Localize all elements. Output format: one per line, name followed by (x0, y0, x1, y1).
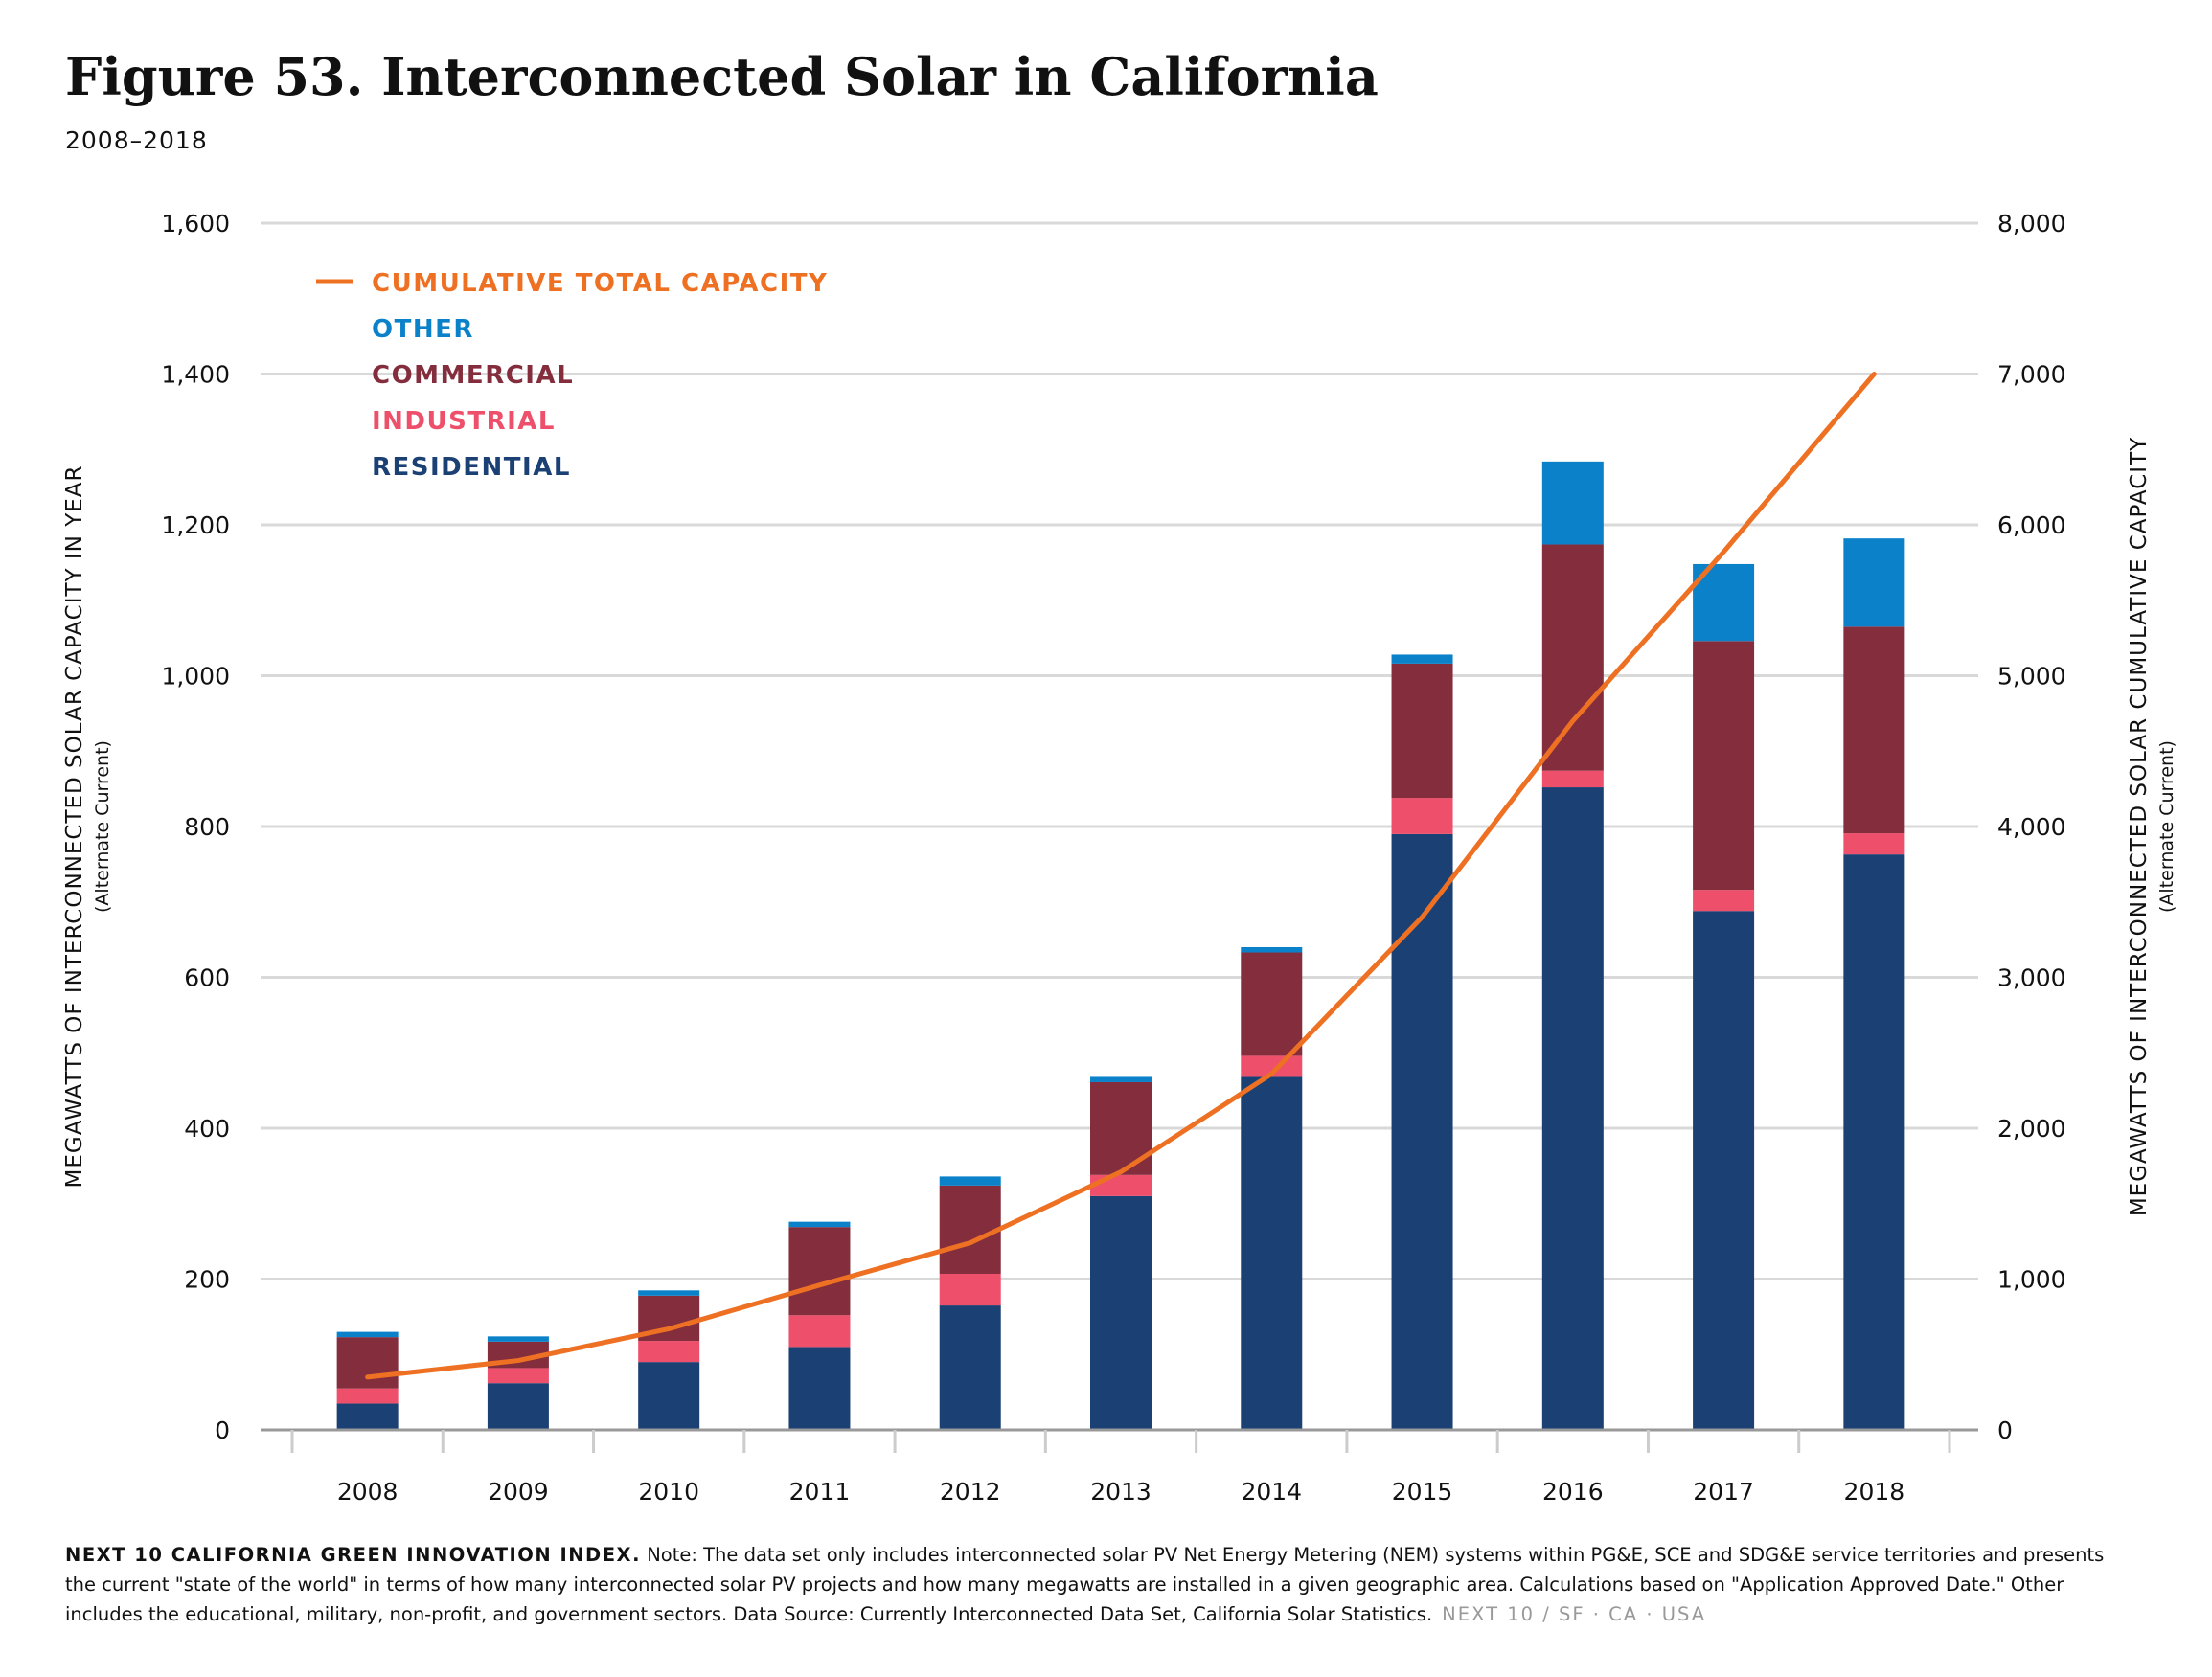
footer-note-text: Note: The data set only includes interco… (65, 1544, 2105, 1626)
bar-industrial-2009 (487, 1368, 549, 1384)
bar-other-2013 (1090, 1076, 1152, 1082)
bar-other-2015 (1391, 654, 1453, 664)
bar-commercial-2011 (788, 1227, 851, 1316)
y2-tick-label: 3,000 (1997, 964, 2066, 992)
x-tick-label: 2009 (488, 1478, 549, 1506)
y2-tick-label: 7,000 (1997, 361, 2066, 389)
y-tick-label: 400 (184, 1115, 230, 1143)
bar-other-2010 (638, 1290, 700, 1296)
y2-tick-label: 1,000 (1997, 1266, 2066, 1294)
x-tick-label: 2010 (638, 1478, 699, 1506)
bar-industrial-2011 (788, 1315, 851, 1348)
legend-item-residential: RESIDENTIAL (372, 453, 571, 482)
y-tick-label: 1,400 (161, 361, 230, 389)
y-tick-label: 1,200 (161, 511, 230, 539)
footer-brand: NEXT 10 / SF · CA · USA (1442, 1603, 1707, 1626)
y2-axis-title: MEGAWATTS OF INTERCONNECTED SOLAR CUMULA… (2127, 437, 2152, 1216)
bar-industrial-2017 (1693, 890, 1755, 912)
x-tick-label: 2015 (1392, 1478, 1453, 1506)
legend-item-cumulative-total-capacity: CUMULATIVE TOTAL CAPACITY (372, 269, 828, 298)
x-tick-label: 2011 (789, 1478, 851, 1506)
bar-industrial-2008 (336, 1388, 399, 1404)
bar-other-2011 (788, 1221, 851, 1228)
y2-tick-label: 2,000 (1997, 1115, 2066, 1143)
bar-other-2016 (1541, 461, 1604, 545)
x-tick-label: 2012 (940, 1478, 1001, 1506)
bar-commercial-2016 (1541, 544, 1604, 771)
bar-other-2008 (336, 1331, 399, 1338)
y2-tick-label: 8,000 (1997, 210, 2066, 238)
footer-note: NEXT 10 CALIFORNIA GREEN INNOVATION INDE… (65, 1540, 2106, 1630)
bar-residential-2008 (336, 1403, 399, 1430)
bar-residential-2018 (1843, 854, 1905, 1430)
chart-area: 0 0 200 1,000 400 2,000 600 3,000 800 4,000 1,000 5… (62, 210, 2178, 1506)
bar-residential-2016 (1541, 787, 1604, 1430)
y-tick-label: 0 (215, 1416, 230, 1444)
y-tick-label: 200 (184, 1266, 230, 1294)
bar-industrial-2010 (638, 1341, 700, 1363)
y2-axis-subtitle: (Alternate Current) (2156, 740, 2178, 913)
bar-commercial-2018 (1843, 626, 1905, 834)
bar-industrial-2016 (1541, 770, 1604, 788)
bar-residential-2014 (1241, 1076, 1303, 1430)
legend-item-industrial: INDUSTRIAL (372, 407, 556, 436)
y2-tick-label: 5,000 (1997, 663, 2066, 691)
bar-other-2012 (939, 1176, 1001, 1186)
x-tick-label: 2017 (1693, 1478, 1754, 1506)
y-axis-subtitle: (Alternate Current) (92, 740, 113, 913)
y2-tick-label: 4,000 (1997, 813, 2066, 841)
bar-commercial-2013 (1090, 1081, 1152, 1175)
bar-other-2009 (487, 1336, 549, 1342)
bar-commercial-2008 (336, 1337, 399, 1389)
bar-industrial-2013 (1090, 1174, 1152, 1196)
bar-residential-2011 (788, 1347, 851, 1430)
y2-tick-label: 6,000 (1997, 511, 2066, 539)
bar-residential-2017 (1693, 911, 1755, 1430)
bar-commercial-2012 (939, 1185, 1001, 1274)
bar-industrial-2015 (1391, 798, 1453, 834)
x-tick-label: 2014 (1241, 1478, 1302, 1506)
bar-commercial-2014 (1241, 952, 1303, 1056)
bar-industrial-2018 (1843, 833, 1905, 855)
x-tick-label: 2008 (337, 1478, 399, 1506)
legend-item-commercial: COMMERCIAL (372, 361, 574, 390)
y-tick-label: 1,600 (161, 210, 230, 238)
y-axis-title: MEGAWATTS OF INTERCONNECTED SOLAR CAPACI… (62, 465, 87, 1189)
footer-org: NEXT 10 CALIFORNIA GREEN INNOVATION INDE… (65, 1544, 641, 1566)
bar-industrial-2012 (939, 1273, 1001, 1306)
y-tick-label: 800 (184, 813, 230, 841)
cumulative-line (365, 372, 1877, 1380)
bar-residential-2009 (487, 1383, 549, 1430)
bar-other-2018 (1843, 538, 1905, 627)
y-tick-label: 1,000 (161, 663, 230, 691)
bar-residential-2015 (1391, 833, 1453, 1430)
legend-item-other: OTHER (372, 315, 474, 344)
chart-title: Figure 53. Interconnected Solar in Calif… (65, 46, 1379, 107)
x-tick-label: 2016 (1542, 1478, 1604, 1506)
bar-residential-2013 (1090, 1195, 1152, 1430)
y2-tick-label: 0 (1997, 1416, 2013, 1444)
x-tick-label: 2018 (1844, 1478, 1905, 1506)
bar-other-2014 (1241, 947, 1303, 953)
chart-subtitle: 2008–2018 (65, 126, 208, 154)
x-tick-label: 2013 (1090, 1478, 1152, 1506)
bar-commercial-2017 (1693, 641, 1755, 891)
y-tick-label: 600 (184, 964, 230, 992)
bar-residential-2012 (939, 1305, 1001, 1430)
bar-commercial-2015 (1391, 663, 1453, 799)
bar-residential-2010 (638, 1362, 700, 1430)
